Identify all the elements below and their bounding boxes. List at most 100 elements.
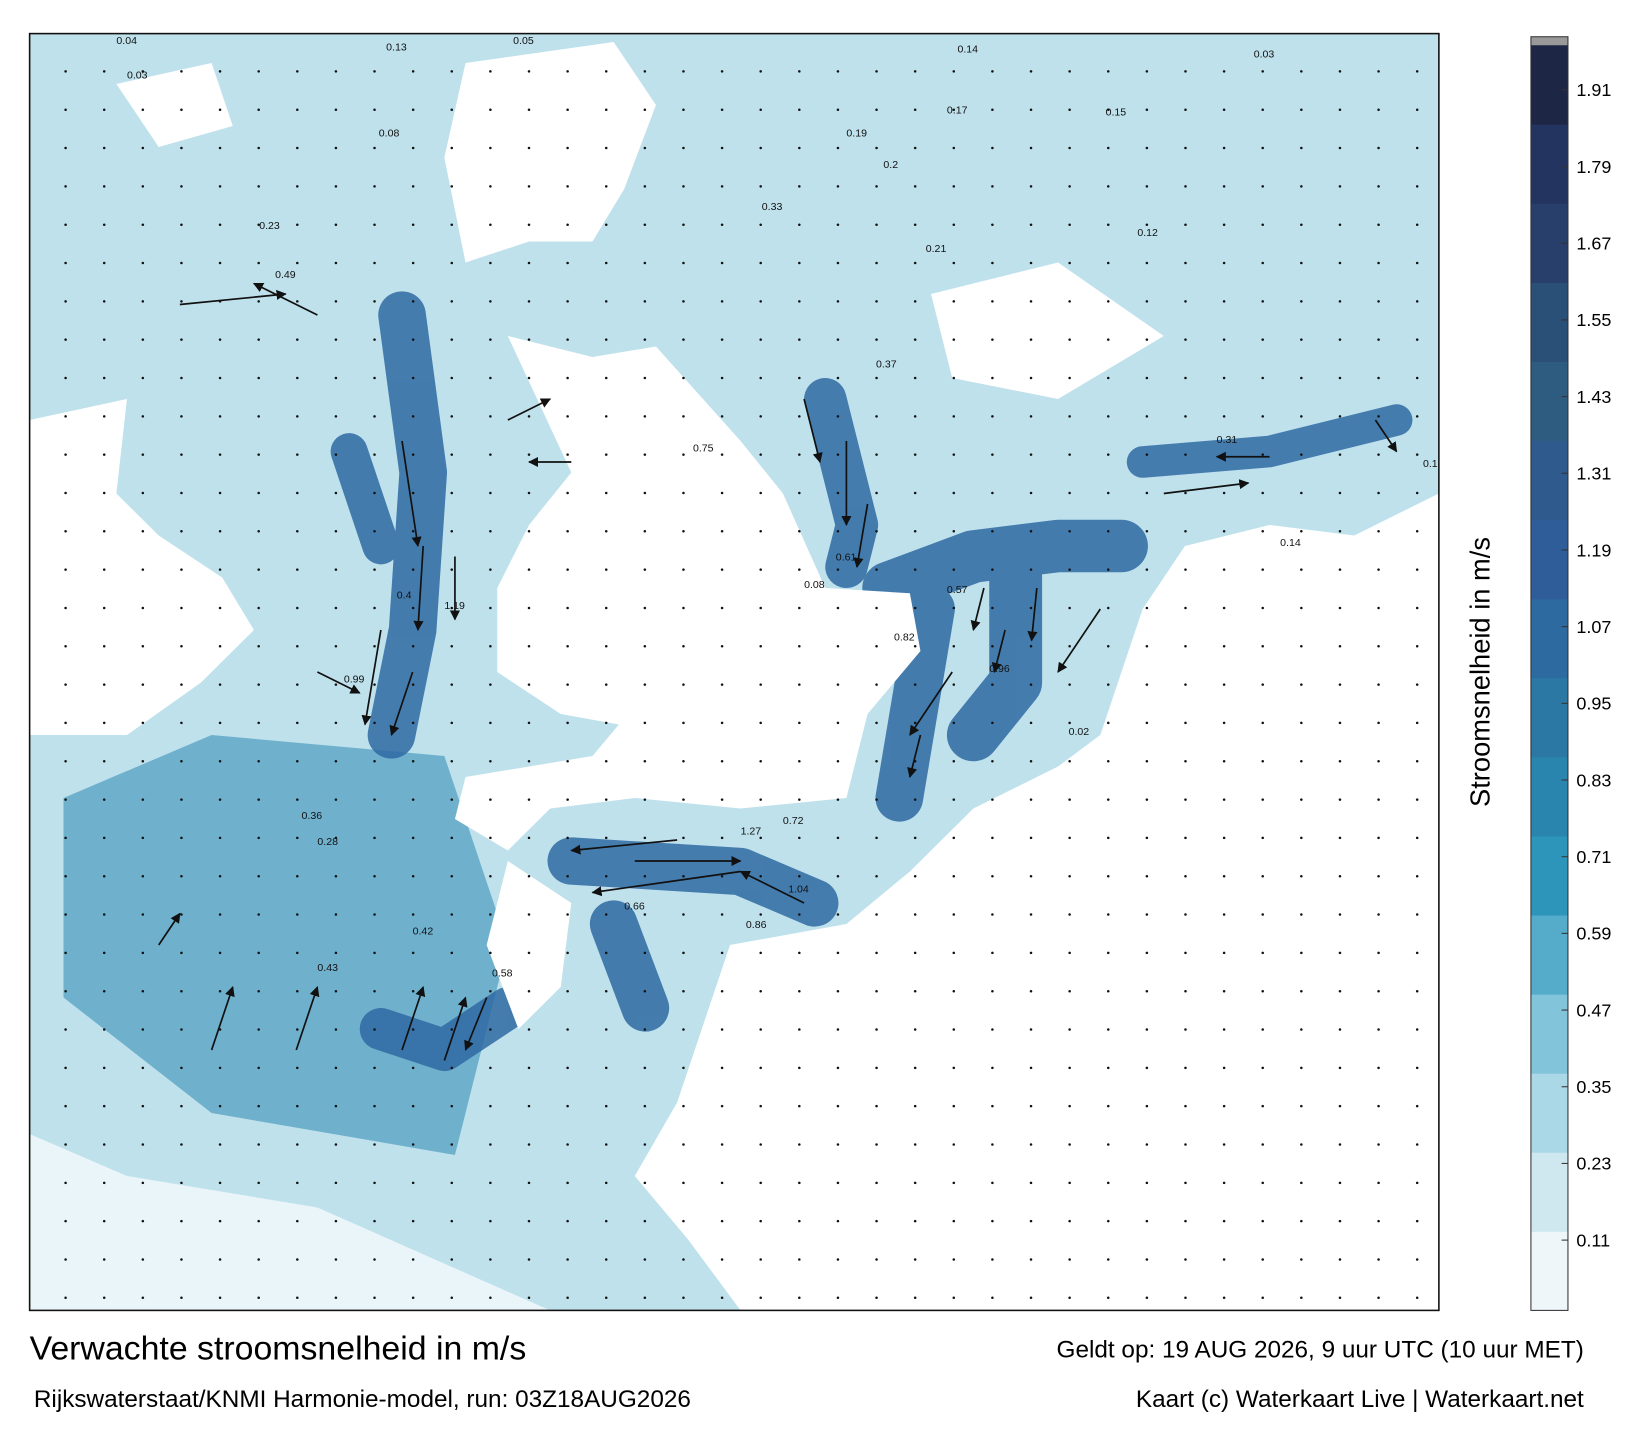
grid-dot <box>566 530 569 533</box>
grid-dot <box>566 1181 569 1185</box>
grid-dot <box>566 1143 569 1146</box>
grid-dot <box>296 721 299 725</box>
grid-dot <box>566 1028 569 1031</box>
grid-dot <box>334 146 338 150</box>
map: 0.04 0.03 0.13 0.05 0.14 0.03 0.08 0.17 0.15 0.12… <box>29 33 1439 1311</box>
grid-dot <box>643 185 647 188</box>
grid-dot <box>218 146 222 150</box>
grid-dot <box>1029 913 1033 916</box>
grid-dot <box>798 376 801 380</box>
grid-dot <box>991 1181 994 1185</box>
grid-dot <box>373 1143 376 1146</box>
grid-dot <box>411 300 415 303</box>
grid-dot <box>875 568 878 571</box>
grid-dot <box>643 1181 647 1185</box>
grid-dot <box>1222 415 1226 418</box>
grid-dot <box>373 453 376 456</box>
grid-dot <box>1029 530 1033 533</box>
grid-dot <box>257 1104 260 1108</box>
grid-dot <box>952 185 956 188</box>
grid-dot <box>1300 453 1303 456</box>
grid-dot <box>489 645 492 648</box>
grid-dot <box>450 1258 454 1261</box>
grid-dot <box>1106 1143 1110 1146</box>
grid-dot <box>180 491 183 495</box>
grid-dot <box>296 146 299 150</box>
grid-dot <box>64 645 67 648</box>
grid-dot <box>218 1296 222 1300</box>
grid-dot <box>373 1104 376 1108</box>
grid-dot <box>991 1143 994 1146</box>
grid-dot <box>1068 1028 1071 1031</box>
grid-dot <box>1222 185 1226 188</box>
grid-dot <box>1222 300 1226 303</box>
grid-dot <box>836 874 840 878</box>
grid-dot <box>913 798 917 801</box>
speed-label: 0.08 <box>804 579 825 591</box>
grid-dot <box>1261 261 1264 265</box>
grid-dot <box>64 338 67 341</box>
grid-dot <box>257 338 260 341</box>
grid-dot <box>682 300 685 303</box>
grid-dot <box>798 70 801 73</box>
grid-dot <box>991 108 994 111</box>
grid-dot <box>334 338 338 341</box>
grid-dot <box>604 951 608 955</box>
grid-dot <box>913 836 917 840</box>
grid-dot <box>1300 951 1303 955</box>
grid-dot <box>759 721 762 725</box>
grid-dot <box>1338 1143 1342 1146</box>
grid-dot <box>180 1181 183 1185</box>
grid-dot <box>643 1066 647 1070</box>
grid-dot <box>1222 1181 1226 1185</box>
grid-dot <box>64 759 67 763</box>
grid-dot <box>991 874 994 878</box>
grid-dot <box>643 1219 647 1223</box>
grid-dot <box>334 913 338 916</box>
grid-dot <box>64 491 67 495</box>
grid-dot <box>527 1181 531 1185</box>
grid-dot <box>682 530 685 533</box>
grid-dot <box>759 568 762 571</box>
grid-dot <box>1338 146 1342 150</box>
grid-dot <box>1145 491 1149 495</box>
grid-dot <box>682 1143 685 1146</box>
grid-dot <box>759 185 762 188</box>
grid-dot <box>913 1219 917 1223</box>
grid-dot <box>682 1258 685 1261</box>
grid-dot <box>1338 70 1342 73</box>
grid-dot <box>64 683 67 686</box>
grid-dot <box>1222 1296 1226 1300</box>
speed-label: 0.02 <box>1069 726 1090 738</box>
grid-dot <box>1106 1296 1110 1300</box>
grid-dot <box>875 338 878 341</box>
grid-dot <box>1184 1028 1187 1031</box>
grid-dot <box>450 568 454 571</box>
grid-dot <box>798 568 801 571</box>
colorbar-band <box>1530 915 1568 995</box>
speed-label: 0.42 <box>413 926 434 938</box>
grid-dot <box>913 146 917 150</box>
grid-dot <box>1377 338 1380 341</box>
grid-dot <box>373 1066 376 1070</box>
grid-dot <box>141 836 145 840</box>
speed-label: 0.43 <box>317 962 338 974</box>
grid-dot <box>411 146 415 150</box>
grid-dot <box>1415 568 1419 571</box>
grid-dot <box>1222 376 1226 380</box>
grid-dot <box>1261 989 1264 993</box>
grid-dot <box>489 261 492 265</box>
grid-dot <box>141 759 145 763</box>
grid-dot <box>411 645 415 648</box>
current-arrow <box>1374 419 1398 453</box>
grid-dot <box>218 874 222 878</box>
grid-dot <box>1338 606 1342 610</box>
colorbar-tick-label: 1.55 <box>1576 310 1611 330</box>
grid-dot <box>1068 300 1071 303</box>
grid-dot <box>682 1296 685 1300</box>
grid-dot <box>1415 874 1419 878</box>
map-frame <box>28 32 1440 1312</box>
grid-dot <box>373 568 376 571</box>
grid-dot <box>1184 798 1187 801</box>
current-arrow <box>210 986 235 1051</box>
